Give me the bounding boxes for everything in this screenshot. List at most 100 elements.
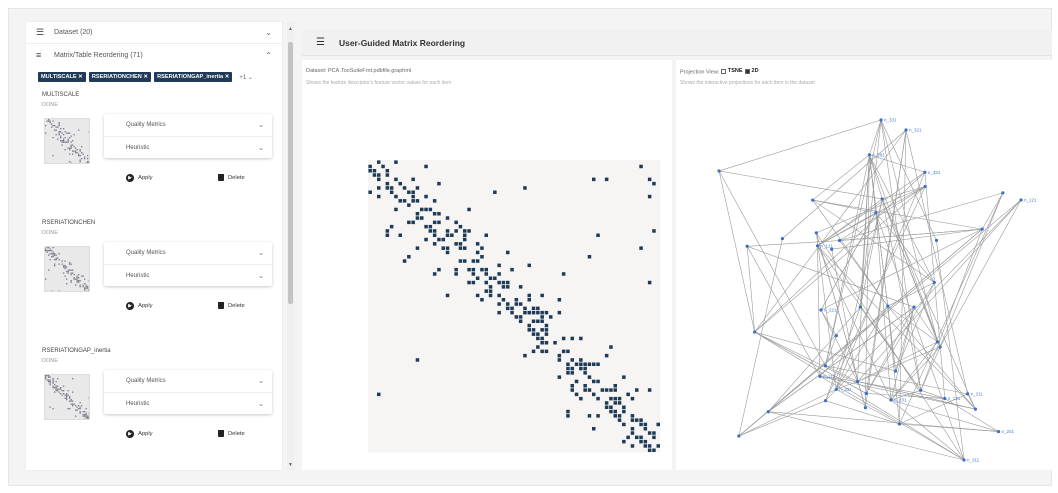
apply-button[interactable]: ▶ Apply [126, 174, 153, 182]
projection-node-label: n_121 [821, 243, 834, 248]
projection-node [897, 422, 902, 426]
matrix-thumbnail[interactable] [44, 374, 90, 420]
projection-node-label: n_221 [824, 308, 837, 313]
projection-node [912, 305, 916, 309]
reordering-accordion[interactable]: ≡ Matrix/Table Reordering (71) ⌃ [26, 44, 282, 66]
chevron-up-icon[interactable]: ⌃ [265, 50, 272, 60]
projection-node-label: n_231 [894, 398, 907, 403]
chip-multiscale[interactable]: MULTISCALE ✕ [38, 72, 86, 82]
projection-panel: Projection View: TSNE 2D Shows the inter… [676, 60, 1052, 470]
chevron-down-icon: ⌄ [258, 250, 264, 257]
projection-node-label: n_121 [1024, 198, 1037, 203]
play-icon: ▶ [126, 174, 134, 182]
projection-node [811, 198, 815, 202]
scroll-down-icon[interactable]: ▼ [288, 462, 293, 468]
algorithm-status: DONE [42, 102, 58, 108]
projection-node [717, 169, 721, 173]
sidebar-scrollbar[interactable]: ▲ ▼ [287, 22, 294, 470]
projection-node [737, 434, 741, 438]
sort-icon: ≡ [36, 50, 42, 60]
trash-icon [218, 430, 224, 437]
list-icon: ☰ [36, 27, 45, 37]
chevron-down-icon: ⌄ [258, 378, 264, 385]
chevron-down-icon: ⌄ [258, 400, 264, 408]
projection-node [858, 305, 862, 309]
algorithm-actions: ▶ Apply Delete [26, 302, 282, 316]
projection-node [815, 244, 820, 248]
matrix-thumbnail[interactable] [44, 246, 90, 292]
projection-node [935, 340, 940, 344]
algorithm-options-card: Quality Metrics ⌄ Heuristic ⌄ [104, 242, 272, 286]
algorithm-name: MULTISCALE [42, 92, 80, 98]
algorithm-chip-list: MULTISCALE ✕ RSERIATIONCHEN ✕ RSERIATION… [26, 66, 282, 86]
reordering-accordion-label: Matrix/Table Reordering (71) [54, 51, 143, 59]
chevron-down-icon[interactable]: ⌄ [265, 28, 272, 37]
projection-node [819, 308, 823, 312]
algorithm-name: RSERIATIONGAP_inertia [42, 348, 111, 354]
algorithm-actions: ▶ Apply Delete [26, 430, 282, 444]
projection-node [1019, 198, 1023, 202]
algorithm-rseriationgap: RSERIATIONGAP_inertia DONE Quality Metri… [26, 342, 282, 470]
delete-button[interactable]: Delete [218, 430, 245, 437]
projection-node [894, 369, 898, 373]
delete-button[interactable]: Delete [218, 302, 245, 309]
dataset-accordion-label: Dataset (20) [54, 29, 93, 36]
algorithm-options-card: Quality Metrics ⌄ Heuristic ⌄ [104, 114, 272, 158]
projection-node [867, 153, 871, 157]
delete-button[interactable]: Delete [218, 174, 245, 181]
checkbox-icon[interactable] [720, 68, 726, 74]
dataset-accordion[interactable]: ☰ Dataset (20) ⌄ [26, 22, 282, 44]
projection-node [864, 391, 868, 396]
chevron-down-icon: ⌄ [258, 122, 264, 129]
projection-node-label: n_211 [971, 391, 984, 396]
projection-node [973, 407, 978, 411]
projection-node [814, 231, 818, 235]
projection-node [780, 237, 784, 241]
heuristic-select[interactable]: Heuristic ⌄ [104, 136, 272, 158]
algorithm-multiscale: MULTISCALE DONE Quality Metrics ⌄ Heurist… [26, 86, 282, 214]
projection-node [753, 330, 757, 334]
apply-button[interactable]: ▶ Apply [126, 302, 153, 310]
menu-icon[interactable]: ☰ [316, 37, 325, 48]
reordering-sidebar: ☰ Dataset (20) ⌄ ≡ Matrix/Table Reorderi… [26, 22, 282, 470]
trash-icon [218, 302, 224, 309]
algorithm-name: RSERIATIONCHEN [42, 220, 96, 226]
projection-node [919, 388, 923, 392]
apply-button[interactable]: ▶ Apply [126, 430, 153, 438]
checkbox-icon[interactable] [744, 68, 750, 74]
projection-node [923, 170, 927, 174]
projection-node [766, 410, 770, 414]
quality-metrics-select[interactable]: Quality Metrics ⌄ [126, 378, 264, 385]
trash-icon [218, 174, 224, 181]
matrix-panel: Dataset: PCA.TooSuiteFrnt.pdbfile.graphm… [302, 60, 672, 470]
matrix-thumbnail[interactable] [44, 118, 90, 164]
projection-node [1001, 191, 1005, 195]
quality-metrics-select[interactable]: Quality Metrics ⌄ [126, 250, 264, 257]
adjacency-matrix[interactable] [302, 60, 672, 470]
heuristic-select[interactable]: Heuristic ⌄ [104, 392, 272, 414]
projection-toggle[interactable]: TSNE 2D [720, 68, 759, 74]
algorithm-status: DONE [42, 230, 58, 236]
projection-node [830, 247, 834, 251]
algorithm-actions: ▶ Apply Delete [26, 174, 282, 188]
projection-panel-subtitle: Shows the interactive projections for ea… [680, 80, 815, 86]
matrix-panel-title: Dataset: PCA.TooSuiteFrnt.pdbfile.graphm… [306, 68, 412, 74]
heuristic-select[interactable]: Heuristic ⌄ [104, 264, 272, 286]
chip-rseriationchen[interactable]: RSERIATIONCHEN ✕ [88, 72, 152, 82]
projection-node-label: n_311 [967, 458, 980, 463]
quality-metrics-select[interactable]: Quality Metrics ⌄ [126, 122, 264, 129]
algorithm-rseriationchen: RSERIATIONCHEN DONE Quality Metrics ⌄ Heu… [26, 214, 282, 342]
projection-graph[interactable]: n_331 n_321 n_121 n_311 n_231 n_221 n_211 n_331… [676, 60, 1052, 470]
algorithm-options-card: Quality Metrics ⌄ Heuristic ⌄ [104, 370, 272, 414]
chip-more-count[interactable]: +1 ⌄ [239, 74, 253, 81]
projection-node-label: n_201 [1002, 429, 1015, 434]
projection-node [904, 128, 908, 132]
projection-node-label: n_281 [872, 152, 885, 157]
chip-rseriationgap[interactable]: RSERIATIONGAP_inertia ✕ [154, 72, 233, 82]
projection-node [855, 379, 860, 384]
projection-panel-title: Projection View: TSNE 2D [680, 68, 759, 76]
projection-node-label: n_331 [884, 118, 897, 123]
page-title: User-Guided Matrix Reordering [338, 37, 466, 48]
scroll-up-icon[interactable]: ▲ [288, 26, 293, 32]
scrollbar-thumb[interactable] [288, 42, 293, 304]
